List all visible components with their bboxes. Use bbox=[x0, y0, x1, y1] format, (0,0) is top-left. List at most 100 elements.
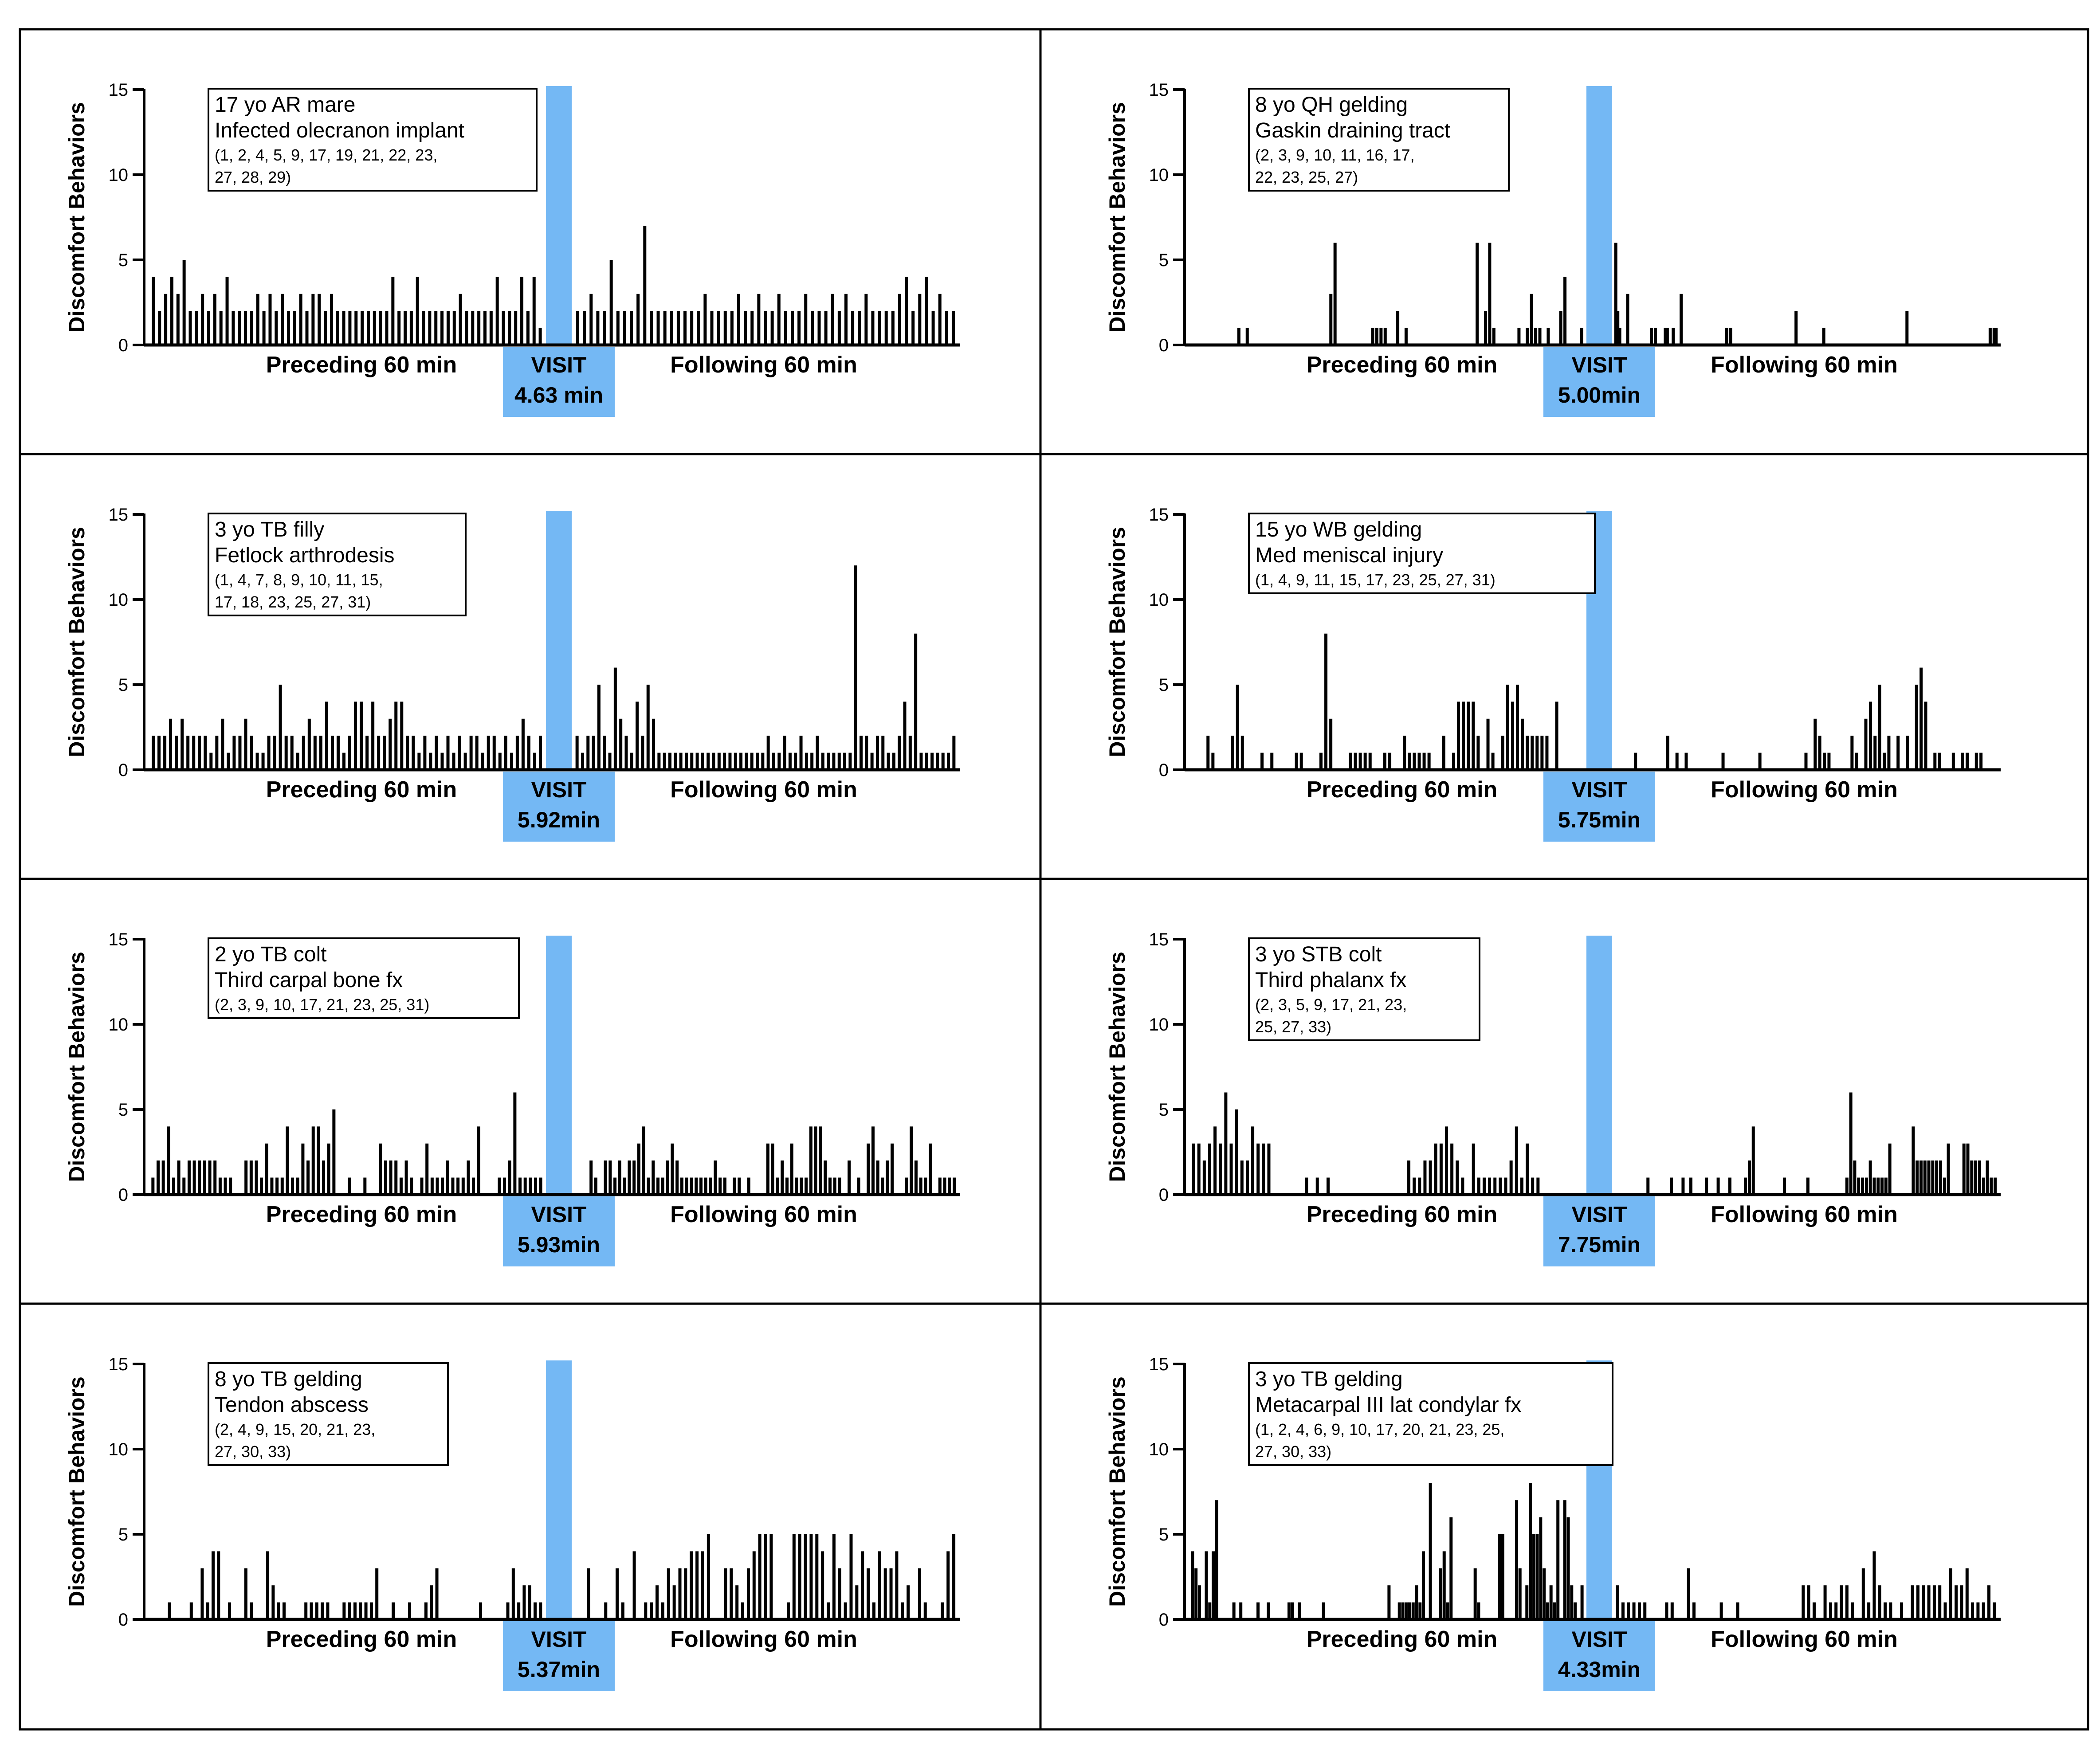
bar-post bbox=[1823, 752, 1826, 770]
bar-post bbox=[1933, 752, 1937, 770]
bar-post bbox=[643, 226, 647, 345]
bar-post bbox=[690, 1177, 693, 1195]
bar-post bbox=[1982, 1177, 1985, 1195]
bar-pre bbox=[1549, 1585, 1553, 1619]
visit-label: VISIT bbox=[531, 1202, 586, 1227]
bar-pre bbox=[532, 277, 536, 345]
y-tick-label: 0 bbox=[1159, 1610, 1169, 1630]
patient-title: 3 yo STB colt bbox=[1255, 943, 1382, 966]
visit-label-box bbox=[1543, 1196, 1655, 1266]
bar-post bbox=[1949, 1568, 1952, 1619]
bar-post bbox=[609, 260, 613, 345]
bar-post bbox=[652, 718, 656, 770]
bar-post bbox=[867, 1568, 870, 1619]
bar-pre bbox=[206, 1602, 209, 1619]
bar-pre bbox=[503, 1177, 506, 1195]
bar-post bbox=[867, 1143, 870, 1195]
bar-pre bbox=[213, 294, 216, 345]
bar-post bbox=[848, 752, 852, 770]
bar-pre bbox=[538, 736, 542, 770]
bar-pre bbox=[1329, 718, 1333, 770]
bar-pre bbox=[250, 736, 253, 770]
visit-duration: 5.00min bbox=[1558, 383, 1641, 408]
visit-duration: 5.75min bbox=[1558, 807, 1641, 832]
bar-post bbox=[832, 1534, 836, 1619]
bar-pre bbox=[1324, 633, 1328, 770]
behavior-codes: 27, 28, 29) bbox=[215, 168, 291, 186]
bar-pre bbox=[275, 1177, 279, 1195]
bar-pre bbox=[322, 1160, 326, 1195]
bar-post bbox=[1705, 1177, 1708, 1195]
bar-pre bbox=[1538, 328, 1542, 345]
bar-pre bbox=[489, 311, 493, 345]
bar-pre bbox=[1439, 1143, 1443, 1195]
bar-pre bbox=[1445, 1126, 1448, 1195]
bar-post bbox=[733, 1177, 736, 1195]
bar-post bbox=[911, 311, 915, 345]
bar-pre bbox=[227, 752, 230, 770]
bar-pre bbox=[1452, 752, 1456, 770]
bar-pre bbox=[1256, 1602, 1260, 1619]
bar-pre bbox=[1245, 328, 1249, 345]
bar-post bbox=[656, 311, 660, 345]
bar-post bbox=[621, 1602, 624, 1619]
y-tick-label: 0 bbox=[118, 1610, 128, 1630]
bar-post bbox=[838, 1568, 841, 1619]
bar-pre bbox=[1491, 752, 1495, 770]
bar-post bbox=[1896, 736, 1900, 770]
bar-pre bbox=[208, 1160, 212, 1195]
bar-pre bbox=[1240, 1160, 1244, 1195]
bar-post bbox=[764, 1534, 767, 1619]
bar-pre bbox=[284, 736, 288, 770]
bar-pre bbox=[195, 311, 198, 345]
bar-post bbox=[798, 1534, 801, 1619]
bar-post bbox=[785, 1177, 789, 1195]
bar-post bbox=[1665, 1602, 1668, 1619]
bar-pre bbox=[1553, 1602, 1556, 1619]
bar-pre bbox=[1446, 1602, 1449, 1619]
bar-post bbox=[923, 1602, 927, 1619]
bar-post bbox=[1618, 328, 1621, 345]
bar-post bbox=[575, 736, 579, 770]
bar-pre bbox=[1526, 1143, 1529, 1195]
bar-post bbox=[1994, 1177, 1997, 1195]
bar-post bbox=[641, 736, 644, 770]
bar-post bbox=[881, 1177, 884, 1195]
bar-post bbox=[918, 294, 922, 345]
bar-post bbox=[848, 1160, 851, 1195]
bar-post bbox=[750, 311, 754, 345]
bar-post bbox=[704, 1177, 707, 1195]
bar-pre bbox=[1363, 752, 1367, 770]
bar-post bbox=[858, 311, 861, 345]
diagnosis-label: Third carpal bone fx bbox=[215, 968, 403, 992]
visit-label: VISIT bbox=[1571, 777, 1627, 802]
bar-pre bbox=[1191, 1551, 1194, 1619]
bar-pre bbox=[529, 1177, 532, 1195]
bar-post bbox=[878, 311, 881, 345]
bar-post bbox=[1965, 752, 1969, 770]
bar-post bbox=[777, 752, 781, 770]
bar-pre bbox=[1415, 1585, 1418, 1619]
bar-pre bbox=[348, 311, 352, 345]
bar-post bbox=[1955, 1585, 1958, 1619]
bar-pre bbox=[451, 1177, 455, 1195]
bar-pre bbox=[1387, 1585, 1391, 1619]
bar-post bbox=[592, 736, 595, 770]
bar-post bbox=[1883, 752, 1886, 770]
bar-pre bbox=[244, 718, 247, 770]
bar-post bbox=[797, 311, 801, 345]
bar-pre bbox=[348, 736, 352, 770]
bar-post bbox=[1935, 1160, 1939, 1195]
bar-pre bbox=[1559, 311, 1562, 345]
bar-pre bbox=[363, 1177, 367, 1195]
bar-post bbox=[1960, 1585, 1963, 1619]
bar-post bbox=[737, 294, 741, 345]
bar-post bbox=[1849, 1092, 1853, 1195]
y-tick-label: 5 bbox=[118, 251, 128, 270]
bar-pre bbox=[249, 1160, 253, 1195]
bar-pre bbox=[361, 311, 364, 345]
bar-pre bbox=[533, 752, 536, 770]
bar-post bbox=[800, 1177, 803, 1195]
bar-post bbox=[891, 1143, 894, 1195]
bar-pre bbox=[1422, 1551, 1425, 1619]
